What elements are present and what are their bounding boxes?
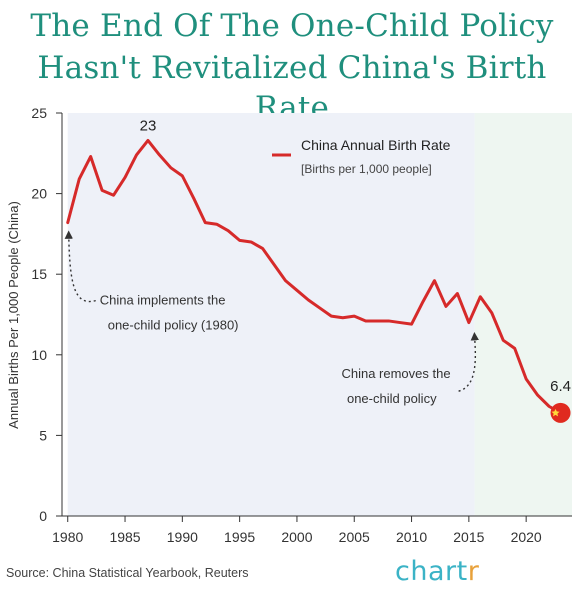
y-axis-label: Annual Births Per 1,000 People (China) bbox=[6, 201, 21, 429]
shaded-region-2 bbox=[474, 113, 572, 516]
last-value-label: 6.4 bbox=[550, 378, 571, 395]
chart-title-line-2: Hasn't Revitalized China's Birth Rate bbox=[37, 50, 547, 126]
brand-logo-main: chart bbox=[395, 556, 468, 587]
y-tick-label: 5 bbox=[39, 427, 47, 443]
annotation-text-1980-line-1: China implements the bbox=[100, 293, 226, 308]
y-tick-label: 25 bbox=[31, 105, 47, 121]
x-tick-label: 1985 bbox=[109, 529, 140, 545]
x-tick-label: 2020 bbox=[511, 529, 542, 545]
x-tick-label: 1995 bbox=[224, 529, 255, 545]
brand-logo-accent: r bbox=[467, 556, 480, 587]
flag-star-icon bbox=[551, 408, 560, 417]
brand-logo: chartr bbox=[395, 556, 479, 587]
x-tick-label: 1980 bbox=[52, 529, 83, 545]
annotation-text-2015-line-2: one-child policy bbox=[347, 391, 437, 406]
x-tick-label: 1990 bbox=[167, 529, 198, 545]
series-line-birth-rate bbox=[66, 138, 563, 415]
x-tick-label: 2010 bbox=[396, 529, 427, 545]
x-tick-label: 2000 bbox=[281, 529, 312, 545]
y-tick-label: 10 bbox=[31, 347, 47, 363]
chart-title-line-1: The End Of The One-Child Policy bbox=[30, 8, 554, 44]
end-point-flag-icon bbox=[550, 402, 571, 423]
annotation-text-2015-line-1: China removes the bbox=[341, 366, 450, 381]
x-tick-label: 2015 bbox=[453, 529, 484, 545]
y-tick-label: 20 bbox=[31, 186, 47, 202]
y-tick-label: 15 bbox=[31, 266, 47, 282]
legend-label: China Annual Birth Rate bbox=[301, 137, 451, 153]
source-note: Source: China Statistical Yearbook, Reut… bbox=[6, 566, 249, 580]
x-tick-label: 2005 bbox=[339, 529, 370, 545]
legend-sublabel: [Births per 1,000 people] bbox=[301, 162, 432, 176]
peak-value-label: 23 bbox=[140, 117, 157, 134]
annotation-arrow-2015 bbox=[458, 331, 480, 392]
y-tick-label: 0 bbox=[39, 508, 47, 524]
annotation-text-1980-line-2: one-child policy (1980) bbox=[108, 318, 239, 333]
annotation-arrow-1980 bbox=[64, 230, 96, 303]
shaded-region-1 bbox=[67, 113, 475, 516]
